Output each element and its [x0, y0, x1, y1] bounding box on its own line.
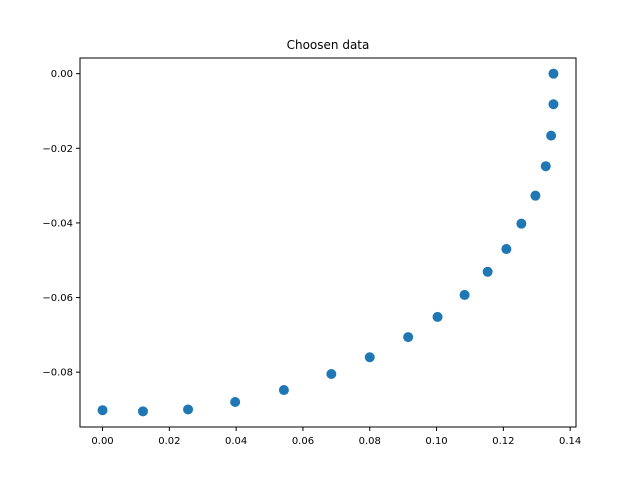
y-tick-label: −0.02: [42, 144, 73, 155]
x-tick-label: 0.12: [492, 436, 514, 447]
data-point: [540, 161, 551, 172]
data-point: [501, 244, 512, 255]
x-tick-label: 0.02: [158, 436, 180, 447]
x-tick-label: 0.10: [425, 436, 447, 447]
data-point: [278, 385, 289, 396]
x-tick-label: 0.14: [559, 436, 581, 447]
data-point: [230, 397, 241, 407]
x-tick-label: 0.06: [292, 436, 314, 447]
x-tick-label: 0.08: [359, 436, 381, 447]
data-point: [326, 369, 337, 380]
data-point: [403, 332, 414, 343]
data-point: [97, 405, 108, 416]
data-point: [530, 190, 541, 201]
data-point: [548, 99, 559, 110]
data-point: [546, 130, 557, 141]
points-layer: [97, 68, 559, 417]
data-point: [137, 406, 148, 417]
data-point: [482, 266, 493, 277]
x-axis-ticks: 0.00 0.02 0.04 0.06 0.08 0.10 0.12 0.14: [91, 427, 581, 447]
data-point: [516, 218, 527, 229]
x-tick-label: 0.00: [91, 436, 113, 447]
y-tick-label: −0.04: [42, 218, 73, 229]
data-point: [364, 352, 375, 363]
data-point: [459, 289, 470, 300]
y-tick-label: −0.08: [42, 368, 73, 379]
y-tick-label: −0.06: [42, 293, 73, 304]
x-tick-label: 0.04: [225, 436, 247, 447]
y-axis-ticks: −0.08 −0.06 −0.04 −0.02 0.00: [42, 69, 80, 379]
plot-frame: [79, 57, 577, 428]
y-tick-label: 0.00: [51, 69, 73, 80]
data-point: [548, 68, 559, 79]
data-point: [432, 311, 443, 322]
data-point: [183, 404, 194, 415]
chart-title: Choosen data: [287, 38, 370, 52]
